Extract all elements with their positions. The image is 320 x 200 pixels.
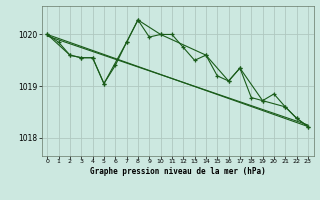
X-axis label: Graphe pression niveau de la mer (hPa): Graphe pression niveau de la mer (hPa) [90,167,266,176]
